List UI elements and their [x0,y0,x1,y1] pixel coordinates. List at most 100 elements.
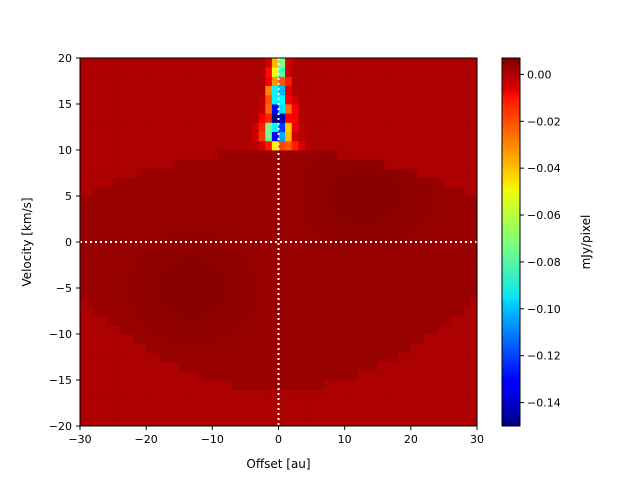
heatmap-cell [443,58,451,68]
heatmap-cell [298,398,306,408]
heatmap-cell [179,288,187,298]
heatmap-cell [86,398,94,408]
heatmap-cell [113,140,121,151]
heatmap-cell [218,288,226,298]
heatmap-cell [278,168,286,178]
y-tick-label: −20 [49,420,72,433]
heatmap-cell [377,94,385,105]
heatmap-cell [344,94,352,105]
heatmap-cell [377,205,385,215]
heatmap-cell [450,223,458,234]
heatmap-cell [384,232,392,243]
heatmap-cell [132,260,140,270]
heatmap-cell [159,159,167,169]
heatmap-cell [324,260,332,270]
heatmap-cell [93,58,101,68]
heatmap-cell [106,370,114,381]
heatmap-cell [291,214,299,224]
heatmap-cell [285,223,293,234]
heatmap-cell [252,416,260,426]
heatmap-cell [212,140,220,151]
heatmap-cell [271,58,279,68]
heatmap-cell [311,407,319,418]
heatmap-cell [172,140,180,151]
heatmap-cell [126,297,134,307]
heatmap-cell [450,140,458,151]
heatmap-cell [384,76,392,86]
heatmap-cell [430,186,438,197]
heatmap-cell [437,94,445,105]
heatmap-cell [185,297,193,307]
heatmap-cell [463,168,471,178]
heatmap-cell [311,260,319,270]
heatmap-cell [99,113,107,123]
heatmap-cell [344,196,352,206]
heatmap-cell [172,214,180,224]
heatmap-cell [93,297,101,307]
heatmap-cell [106,288,114,298]
heatmap-cell [232,260,240,270]
heatmap-cell [185,398,193,408]
heatmap-cell [443,150,451,160]
heatmap-cell [106,242,114,252]
heatmap-cell [424,389,432,399]
heatmap-cell [80,260,88,270]
heatmap-cell [212,242,220,252]
heatmap-cell [258,196,266,206]
heatmap-cell [377,232,385,243]
heatmap-cell [172,324,180,335]
heatmap-cell [384,398,392,408]
heatmap-cell [252,407,260,418]
heatmap-cell [443,168,451,178]
heatmap-cell [390,269,398,280]
heatmap-cell [119,297,127,307]
heatmap-cell [470,269,477,280]
heatmap-cell [192,223,200,234]
heatmap-cell [119,214,127,224]
heatmap-cell [93,104,101,114]
heatmap-cell [146,324,154,335]
heatmap-cell [166,214,174,224]
heatmap-cell [271,214,279,224]
heatmap-cell [304,370,312,381]
heatmap-cell [390,168,398,178]
heatmap-cell [139,343,147,353]
heatmap-cell [252,361,260,372]
heatmap-cell [119,196,127,206]
heatmap-cell [371,416,379,426]
heatmap-cell [252,269,260,280]
heatmap-cell [318,131,326,142]
heatmap-cell [424,343,432,353]
heatmap-cell [146,370,154,381]
heatmap-cell [218,186,226,197]
heatmap-cell [172,76,180,86]
heatmap-cell [192,150,200,160]
heatmap-cell [93,315,101,326]
heatmap-cell [410,407,418,418]
heatmap-cell [390,251,398,261]
heatmap-cell [443,242,451,252]
heatmap-cell [185,306,193,316]
heatmap-cell [139,214,147,224]
heatmap-cell [397,196,405,206]
heatmap-cell [185,67,193,77]
heatmap-cell [205,85,213,96]
heatmap-cell [192,122,200,132]
heatmap-cell [344,380,352,390]
heatmap-cell [159,177,167,188]
heatmap-cell [470,306,477,316]
heatmap-cell [371,232,379,243]
colorbar-tick-label: 0.00 [527,68,552,81]
heatmap-cell [132,297,140,307]
heatmap-cell [126,159,134,169]
heatmap-cell [258,315,266,326]
heatmap-cell [225,140,233,151]
heatmap-cell [437,352,445,362]
heatmap-cell [278,205,286,215]
heatmap-cell [331,186,339,197]
heatmap-cell [146,58,154,68]
heatmap-cell [364,389,372,399]
heatmap-cell [430,361,438,372]
heatmap-cell [417,94,425,105]
